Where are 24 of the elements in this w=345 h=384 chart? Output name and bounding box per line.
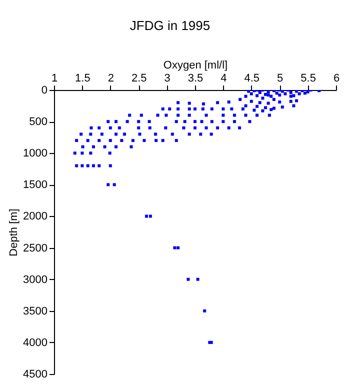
x-axis-title: Oxygen [ml/l] [163, 60, 228, 72]
y-tick-label: 1000 [23, 148, 48, 160]
y-tick-label: 500 [29, 116, 48, 128]
y-tick-label: 3500 [23, 305, 48, 318]
x-tick-label: 4 [220, 72, 227, 84]
y-tick-label: 1500 [23, 179, 48, 192]
x-tick-label: 1 [51, 72, 58, 84]
x-tick-label: 5.5 [300, 72, 316, 84]
y-axis-title: Depth [m] [8, 208, 20, 256]
x-tick-label: 6 [333, 72, 340, 84]
y-tick-label: 4000 [23, 336, 48, 349]
x-tick-label: 2 [108, 72, 114, 84]
y-tick-label: 2000 [23, 210, 48, 223]
chart-title: JFDG in 1995 [130, 18, 210, 33]
x-tick-label: 2.5 [131, 72, 147, 84]
x-tick-label: 1.5 [75, 72, 90, 84]
x-tick-label: 5 [277, 72, 284, 84]
x-tick-label: 4.5 [244, 72, 260, 84]
x-tick-label: 3.5 [188, 72, 204, 84]
y-tick-label: 0 [41, 84, 48, 96]
y-tick-label: 2500 [23, 242, 48, 254]
y-tick-label: 4500 [23, 368, 48, 380]
y-tick-label: 3000 [23, 274, 48, 286]
x-tick-label: 3 [164, 72, 170, 84]
